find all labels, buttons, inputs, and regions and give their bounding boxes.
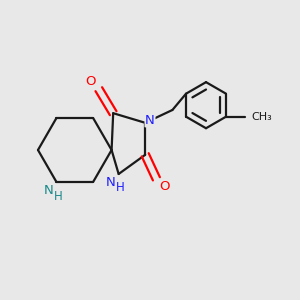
Text: CH₃: CH₃ — [251, 112, 272, 122]
Text: O: O — [85, 75, 96, 88]
Text: O: O — [160, 180, 170, 194]
Text: N: N — [145, 114, 155, 127]
Text: N: N — [106, 176, 116, 189]
Text: H: H — [54, 190, 62, 203]
Text: H: H — [116, 181, 124, 194]
Text: N: N — [44, 184, 53, 197]
